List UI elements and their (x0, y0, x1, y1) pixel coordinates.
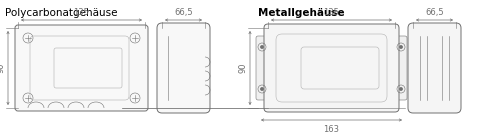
Circle shape (400, 88, 402, 90)
FancyBboxPatch shape (389, 36, 407, 100)
Text: Metallgehäuse: Metallgehäuse (258, 8, 344, 18)
Circle shape (261, 46, 263, 48)
Text: 135: 135 (324, 8, 340, 17)
FancyBboxPatch shape (15, 25, 148, 111)
Text: 135: 135 (74, 8, 90, 17)
Text: 66,5: 66,5 (174, 8, 193, 17)
Text: 90: 90 (239, 63, 248, 73)
Text: 163: 163 (324, 125, 340, 134)
FancyBboxPatch shape (157, 23, 210, 113)
FancyBboxPatch shape (256, 36, 274, 100)
Text: 90: 90 (0, 63, 6, 73)
Circle shape (261, 88, 263, 90)
Circle shape (400, 46, 402, 48)
FancyBboxPatch shape (408, 23, 461, 113)
Text: 66,5: 66,5 (425, 8, 444, 17)
Text: Polycarbonatgehäuse: Polycarbonatgehäuse (5, 8, 117, 18)
FancyBboxPatch shape (264, 24, 399, 112)
